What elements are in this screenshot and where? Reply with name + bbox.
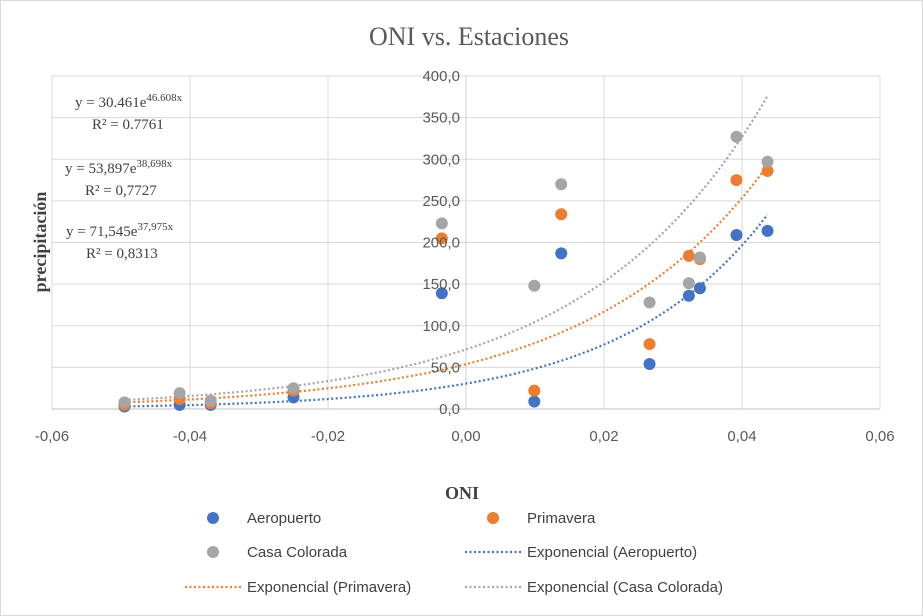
trendline-exponencial-primavera-: [124, 164, 769, 404]
trendline-equation: y = 30.461e46.608x: [75, 92, 183, 111]
y-tick-label: 250,0: [422, 193, 460, 210]
legend-marker: [487, 512, 499, 524]
grid-lines: [51, 75, 881, 410]
y-tick-label: 400,0: [422, 68, 460, 85]
point-primavera: [555, 208, 568, 221]
x-tick-label: -0,06: [35, 428, 69, 445]
point-aeropuerto: [528, 395, 541, 408]
y-tick-label: 50,0: [431, 359, 460, 376]
trendline-r2: R² = 0.7761: [92, 117, 164, 133]
y-tick-labels: 0,0 50,0 100,0 150,0 200,0 250,0 300,0 350,0 400…: [422, 68, 460, 418]
point-aeropuerto: [643, 358, 656, 371]
trendline-exponencial-aeropuerto-: [124, 213, 769, 408]
point-casa-colorada: [528, 279, 541, 292]
point-primavera: [643, 338, 656, 351]
point-casa-colorada: [643, 296, 656, 309]
point-aeropuerto: [435, 287, 448, 300]
point-aeropuerto: [682, 289, 695, 302]
point-casa-colorada: [173, 387, 186, 400]
x-tick-labels: -0,06 -0,04 -0,02 0,00 0,02 0,04 0,06: [35, 428, 895, 445]
y-tick-label: 150,0: [422, 276, 460, 293]
point-aeropuerto: [730, 229, 743, 242]
x-tick-label: -0,04: [173, 428, 207, 445]
point-casa-colorada: [693, 251, 706, 264]
legend-marker: [207, 512, 219, 524]
point-casa-colorada: [761, 155, 774, 168]
y-tick-label: 100,0: [422, 318, 460, 335]
legend-label: Exponencial (Aeropuerto): [527, 544, 697, 561]
trendline-equation: y = 71,545e37,975x: [66, 221, 174, 240]
point-casa-colorada: [730, 130, 743, 143]
point-primavera: [435, 232, 448, 245]
y-tick-label: 200,0: [422, 235, 460, 252]
legend-label: Casa Colorada: [247, 544, 348, 561]
point-primavera: [761, 164, 774, 177]
point-aeropuerto: [555, 247, 568, 260]
point-casa-colorada: [204, 394, 217, 407]
x-tick-label: 0,00: [451, 428, 480, 445]
trendline-r2: R² = 0,7727: [85, 183, 157, 199]
x-axis-title: ONI: [445, 483, 479, 503]
trendline-equations: y = 30.461e46.608x R² = 0.7761 y = 53,897e…: [65, 92, 183, 262]
data-points: [118, 130, 774, 413]
chart-title: ONI vs. Estaciones: [369, 22, 569, 51]
point-primavera: [682, 249, 695, 262]
trendline-exponencial-casa-colorada-: [124, 95, 769, 401]
point-casa-colorada: [287, 382, 300, 395]
x-tick-label: 0,04: [727, 428, 756, 445]
legend-label: Primavera: [527, 510, 596, 527]
y-axis-title: precipitación: [30, 192, 50, 293]
point-casa-colorada: [118, 396, 131, 409]
point-primavera: [528, 384, 541, 397]
y-tick-label: 300,0: [422, 151, 460, 168]
point-aeropuerto: [761, 224, 774, 237]
x-tick-label: 0,06: [865, 428, 894, 445]
point-casa-colorada: [555, 178, 568, 191]
legend-label: Aeropuerto: [247, 510, 321, 527]
point-casa-colorada: [435, 217, 448, 230]
legend: Aeropuerto Primavera Casa Colorada Exponenc…: [185, 510, 723, 596]
legend-label: Exponencial (Casa Colorada): [527, 579, 723, 596]
y-tick-label: 0,0: [439, 401, 460, 418]
x-tick-label: 0,02: [589, 428, 618, 445]
legend-marker: [207, 546, 219, 558]
point-aeropuerto: [693, 282, 706, 295]
point-primavera: [730, 174, 743, 187]
y-tick-label: 350,0: [422, 110, 460, 127]
trendline-r2: R² = 0,8313: [86, 246, 158, 262]
trendline-equation: y = 53,897e38,698x: [65, 158, 173, 177]
legend-label: Exponencial (Primavera): [247, 579, 411, 596]
point-casa-colorada: [682, 277, 695, 290]
trendlines: [124, 95, 769, 408]
x-tick-label: -0,02: [311, 428, 345, 445]
